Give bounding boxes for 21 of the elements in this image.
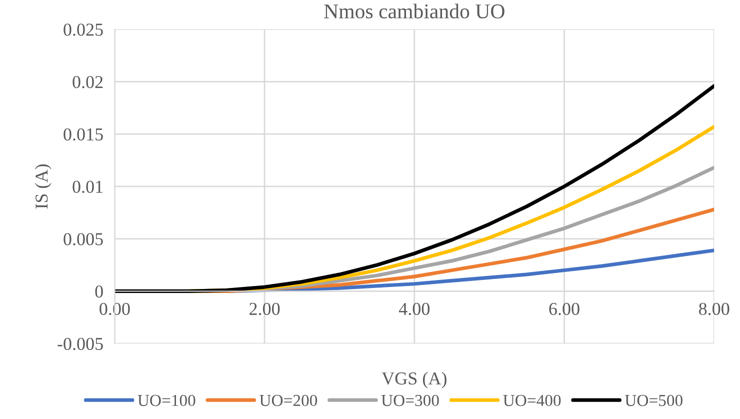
y-tick-label: 0.02: [72, 76, 103, 88]
y-axis-title: IS (A): [35, 164, 52, 209]
legend-label: UO=500: [624, 394, 682, 406]
y-tick-label: 0.005: [64, 233, 103, 246]
y-tick-label: 0.015: [64, 128, 103, 141]
x-tick-label: 6.00: [549, 302, 580, 316]
legend-label: UO=400: [503, 394, 561, 406]
legend-label: UO=300: [381, 394, 439, 406]
legend-label: UO=200: [260, 394, 318, 406]
y-tick-label: 0: [95, 285, 103, 298]
y-tick-label: 0.025: [64, 24, 103, 36]
line-series: [114, 84, 714, 294]
x-tick-label: 8.00: [698, 302, 730, 316]
x-tick-label: 2.00: [250, 302, 280, 316]
x-axis-title: VGS (A): [382, 372, 446, 388]
x-tick-label: 4.00: [398, 302, 430, 316]
legend-label: UO=100: [138, 394, 196, 406]
chart-title: Nmos cambiando UO: [324, 4, 504, 18]
y-tick-label: -0.005: [58, 338, 103, 350]
y-tick-label: 0.01: [72, 180, 103, 193]
x-tick-label: 0.00: [100, 302, 130, 316]
